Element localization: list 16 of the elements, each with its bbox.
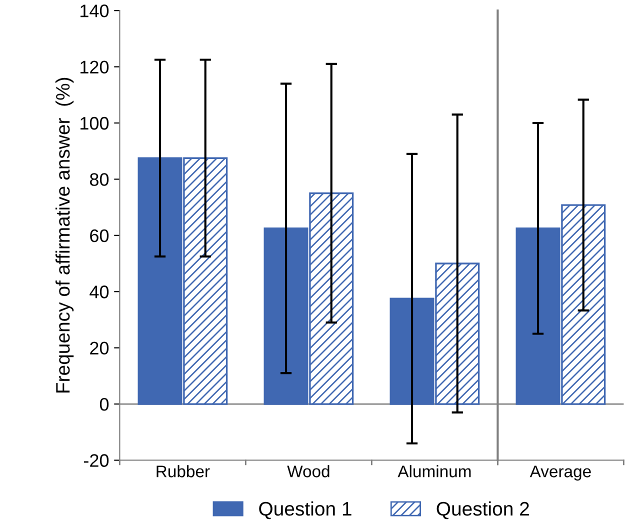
x-tick-label: Aluminum: [398, 465, 471, 478]
y-axis-title: Frequency of affirmative answer (%): [55, 78, 74, 392]
y-tick-label: 0: [100, 398, 109, 411]
x-tick-label: Rubber: [156, 465, 210, 478]
legend-label: Question 1: [259, 501, 352, 520]
x-tick-label: Average: [530, 466, 591, 481]
y-tick-label: 20: [90, 342, 109, 355]
y-tick-label: 140: [80, 4, 109, 18]
y-tick-label: 80: [90, 173, 109, 186]
y-tick-label: 100: [80, 116, 109, 130]
y-tick-label: -20: [84, 454, 109, 467]
y-tick-label: 40: [90, 286, 109, 298]
x-tick-label: Wood: [287, 465, 330, 478]
y-tick-label: 60: [90, 229, 109, 242]
legend-label: Question 2: [436, 501, 529, 520]
y-tick-label: 120: [80, 60, 109, 74]
